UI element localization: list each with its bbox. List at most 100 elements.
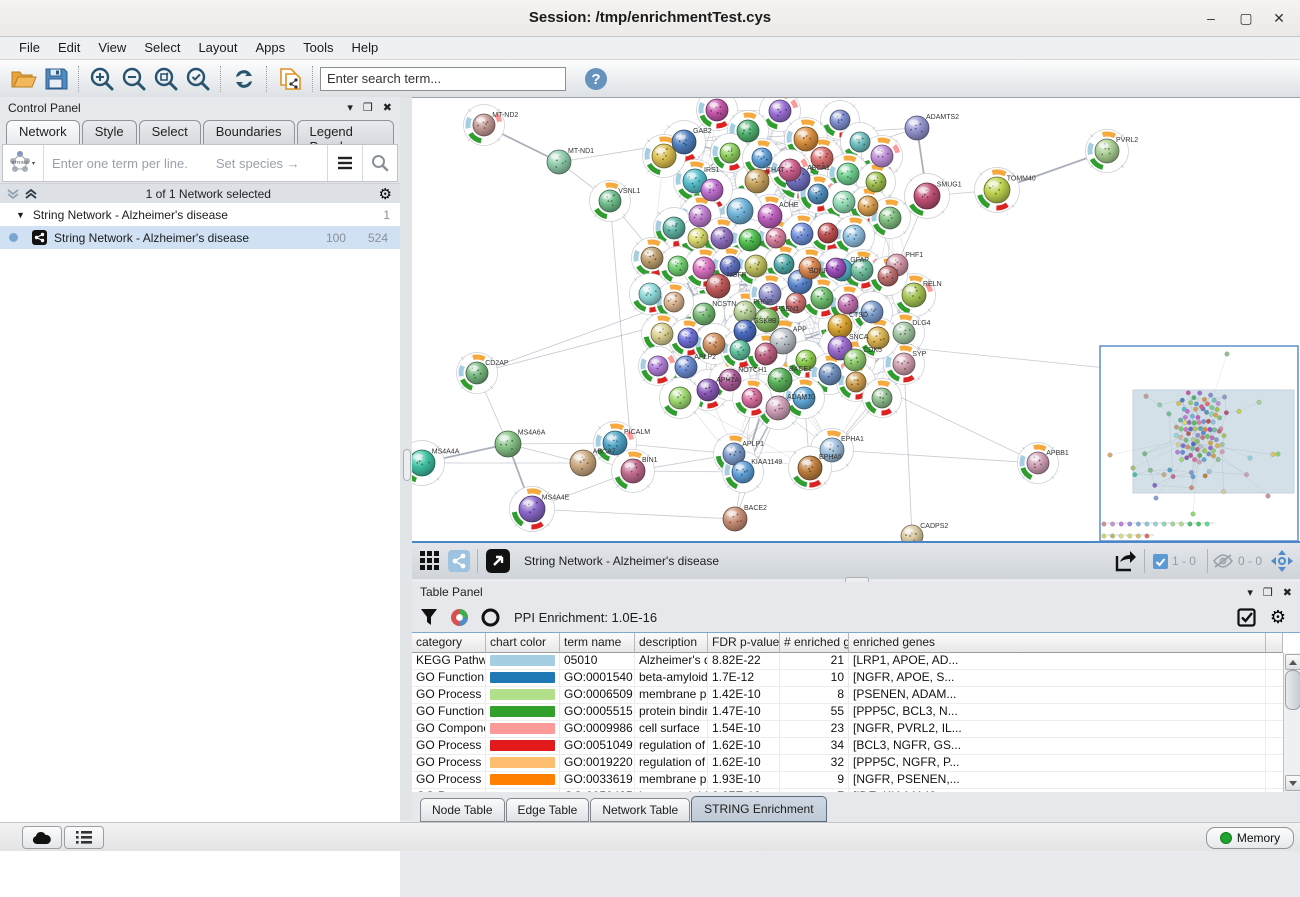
network-node[interactable] (745, 255, 767, 277)
panel-menu-icon[interactable]: ▾ (347, 101, 353, 114)
menu-layout[interactable]: Layout (189, 38, 246, 58)
grid-view-icon[interactable] (420, 551, 440, 571)
zoom-fit-icon[interactable] (150, 64, 182, 94)
search-input[interactable] (320, 67, 566, 91)
table-vertical-scrollbar[interactable] (1283, 653, 1300, 792)
column-header-FDR-p-value[interactable]: FDR p-value (708, 633, 780, 653)
network-node[interactable] (689, 205, 711, 227)
menu-file[interactable]: File (10, 38, 49, 58)
network-node[interactable] (669, 387, 691, 409)
copy-network-icon[interactable] (274, 64, 306, 94)
draw-charts-icon[interactable] (450, 608, 469, 627)
network-node[interactable] (711, 227, 733, 249)
network-node[interactable] (833, 191, 855, 213)
network-node[interactable] (651, 323, 673, 345)
collapse-all-icon[interactable] (24, 188, 38, 200)
network-node[interactable] (794, 127, 818, 151)
network-node[interactable] (871, 145, 893, 167)
zoom-in-icon[interactable] (86, 64, 118, 94)
close-panel-icon[interactable]: ✖ (383, 101, 392, 114)
expand-all-icon[interactable] (6, 188, 20, 200)
column-header-term-name[interactable]: term name (560, 633, 635, 653)
hidden-eye-icon[interactable] (1212, 553, 1234, 569)
menu-help[interactable]: Help (343, 38, 388, 58)
string-logo[interactable]: STRING (3, 145, 44, 181)
network-collection-row[interactable]: ▼ String Network - Alzheimer's disease 1 (0, 203, 400, 226)
network-node[interactable] (730, 340, 750, 360)
table-settings-gear-icon[interactable]: ⚙ (1270, 607, 1286, 628)
tab-boundaries[interactable]: Boundaries (203, 120, 295, 144)
network-node[interactable] (830, 110, 850, 130)
tab-network-table[interactable]: Network Table (590, 798, 690, 822)
zoom-out-icon[interactable] (118, 64, 150, 94)
tab-network[interactable]: Network (6, 120, 80, 144)
network-node[interactable] (818, 223, 838, 243)
menu-edit[interactable]: Edit (49, 38, 89, 58)
panel-splitter[interactable] (400, 97, 412, 820)
network-node[interactable] (769, 100, 791, 122)
menu-tools[interactable]: Tools (294, 38, 342, 58)
network-node[interactable] (706, 99, 728, 121)
network-node[interactable] (703, 333, 725, 355)
network-node[interactable] (641, 247, 663, 269)
help-icon[interactable]: ? (580, 64, 612, 94)
network-share-icon[interactable] (448, 550, 470, 572)
open-session-icon[interactable] (8, 64, 40, 94)
network-node[interactable] (752, 148, 772, 168)
column-header--enriched-genes[interactable]: # enriched genes (780, 633, 849, 653)
network-node[interactable] (755, 343, 777, 365)
network-options-gear-icon[interactable]: ⚙ (379, 185, 392, 203)
network-node[interactable] (774, 254, 794, 274)
filter-icon[interactable] (420, 608, 438, 626)
network-node[interactable] (639, 283, 661, 305)
table-close-icon[interactable]: ✖ (1283, 586, 1292, 599)
column-header-chart-color[interactable]: chart color (486, 633, 560, 653)
tab-style[interactable]: Style (82, 120, 137, 144)
network-node[interactable] (766, 228, 786, 248)
select-columns-icon[interactable] (1237, 608, 1256, 627)
network-node[interactable] (648, 356, 668, 376)
network-node[interactable] (727, 198, 753, 224)
export-network-icon[interactable] (1111, 548, 1137, 574)
menu-select[interactable]: Select (135, 38, 189, 58)
network-node[interactable] (668, 256, 688, 276)
network-node[interactable] (688, 228, 708, 248)
network-node[interactable] (663, 217, 685, 239)
menu-view[interactable]: View (89, 38, 135, 58)
network-node[interactable] (850, 132, 870, 152)
scroll-down-button[interactable] (1285, 775, 1300, 791)
network-node[interactable] (664, 292, 684, 312)
network-node[interactable] (872, 388, 892, 408)
save-session-icon[interactable] (40, 64, 72, 94)
network-node[interactable] (720, 143, 740, 163)
network-node[interactable] (737, 120, 759, 142)
minimize-button[interactable]: – (1194, 0, 1228, 36)
table-panel-menu-icon[interactable]: ▾ (1247, 586, 1253, 599)
network-node[interactable] (811, 287, 833, 309)
network-node[interactable] (701, 179, 723, 201)
network-node[interactable] (693, 257, 715, 279)
tab-legend-panel[interactable]: Legend Panel (297, 120, 394, 144)
column-header-description[interactable]: description (635, 633, 708, 653)
network-row[interactable]: String Network - Alzheimer's disease 100… (0, 226, 400, 249)
tab-node-table[interactable]: Node Table (420, 798, 505, 822)
memory-button[interactable]: Memory (1206, 827, 1294, 849)
network-node[interactable] (791, 223, 813, 245)
open-in-window-icon[interactable] (486, 549, 510, 573)
network-node[interactable] (866, 172, 886, 192)
float-panel-icon[interactable]: ❒ (363, 101, 373, 114)
network-node[interactable] (867, 327, 889, 349)
network-node[interactable] (843, 225, 865, 247)
network-node[interactable] (652, 144, 676, 168)
tab-select[interactable]: Select (139, 120, 201, 144)
network-node[interactable] (808, 184, 828, 204)
table-row[interactable]: KEGG Pathways05010Alzheimer's dise...8.8… (412, 653, 1300, 670)
network-node[interactable] (838, 294, 858, 314)
